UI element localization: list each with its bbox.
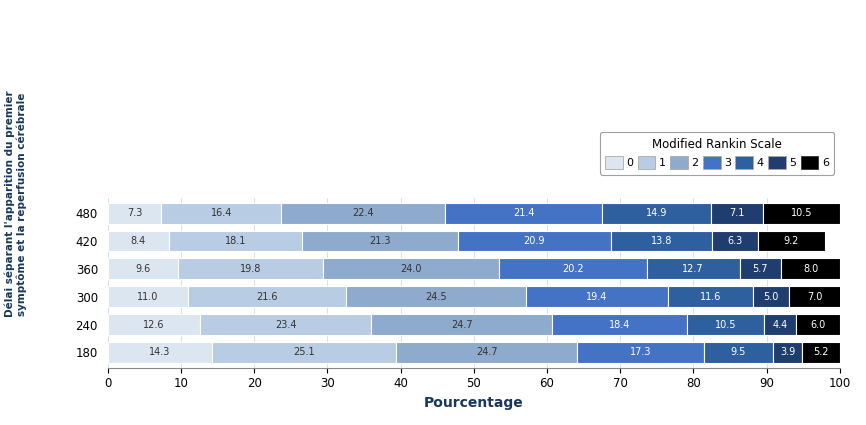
Bar — [107, 314, 200, 335]
Bar — [758, 231, 825, 252]
Bar — [712, 231, 758, 252]
Bar — [107, 203, 161, 224]
Text: 6.0: 6.0 — [811, 320, 825, 329]
Bar — [445, 203, 602, 224]
Bar — [796, 314, 840, 335]
Text: 13.8: 13.8 — [650, 236, 672, 246]
Bar — [107, 342, 212, 363]
Bar — [763, 203, 840, 224]
Text: 11.0: 11.0 — [138, 292, 158, 302]
Bar — [611, 231, 712, 252]
Text: 20.2: 20.2 — [562, 264, 584, 274]
Bar — [781, 258, 840, 279]
Text: 19.4: 19.4 — [586, 292, 607, 302]
Text: 7.1: 7.1 — [729, 208, 745, 218]
Bar — [169, 231, 301, 252]
Bar — [281, 203, 445, 224]
Bar — [764, 314, 796, 335]
Text: 8.0: 8.0 — [803, 264, 818, 274]
Text: 19.8: 19.8 — [240, 264, 262, 274]
Bar — [107, 231, 169, 252]
Bar — [704, 342, 773, 363]
Bar — [107, 286, 188, 307]
Bar — [602, 203, 711, 224]
Text: 14.9: 14.9 — [646, 208, 667, 218]
Text: 10.5: 10.5 — [714, 320, 736, 329]
Bar — [553, 314, 687, 335]
Bar — [577, 342, 704, 363]
Bar — [687, 314, 764, 335]
Bar — [802, 342, 840, 363]
Text: 24.7: 24.7 — [451, 320, 473, 329]
Bar — [107, 258, 178, 279]
Text: 5.7: 5.7 — [753, 264, 768, 274]
Text: 17.3: 17.3 — [630, 347, 651, 357]
Text: 9.6: 9.6 — [135, 264, 151, 274]
Text: 3.9: 3.9 — [780, 347, 795, 357]
Text: 12.7: 12.7 — [682, 264, 704, 274]
Text: 5.0: 5.0 — [763, 292, 779, 302]
Text: 7.0: 7.0 — [807, 292, 823, 302]
Bar — [372, 314, 553, 335]
Text: 21.3: 21.3 — [369, 236, 391, 246]
Text: 14.3: 14.3 — [149, 347, 171, 357]
Bar — [526, 286, 668, 307]
Bar — [200, 314, 372, 335]
Text: 12.6: 12.6 — [143, 320, 165, 329]
Text: 24.5: 24.5 — [425, 292, 447, 302]
Bar — [499, 258, 647, 279]
Bar — [740, 258, 781, 279]
Bar — [396, 342, 577, 363]
Text: 6.3: 6.3 — [727, 236, 742, 246]
Text: 16.4: 16.4 — [210, 208, 232, 218]
Bar — [178, 258, 323, 279]
Text: 24.0: 24.0 — [400, 264, 422, 274]
Text: 21.6: 21.6 — [256, 292, 278, 302]
Bar — [753, 286, 789, 307]
X-axis label: Pourcentage: Pourcentage — [424, 396, 524, 410]
Bar — [458, 231, 611, 252]
Bar — [647, 258, 740, 279]
Text: 9.2: 9.2 — [784, 236, 799, 246]
Text: 11.6: 11.6 — [700, 292, 721, 302]
Bar — [301, 231, 458, 252]
Text: 20.9: 20.9 — [523, 236, 545, 246]
Text: 18.4: 18.4 — [609, 320, 630, 329]
Text: 4.4: 4.4 — [772, 320, 787, 329]
Text: 21.4: 21.4 — [513, 208, 534, 218]
Text: 10.5: 10.5 — [791, 208, 812, 218]
Text: 8.4: 8.4 — [131, 236, 146, 246]
Bar — [161, 203, 281, 224]
Text: 23.4: 23.4 — [275, 320, 296, 329]
Bar — [789, 286, 841, 307]
Text: 25.1: 25.1 — [294, 347, 315, 357]
Bar — [346, 286, 526, 307]
Legend: 0, 1, 2, 3, 4, 5, 6: 0, 1, 2, 3, 4, 5, 6 — [599, 132, 834, 175]
Bar — [212, 342, 396, 363]
Text: 18.1: 18.1 — [225, 236, 246, 246]
Text: 9.5: 9.5 — [731, 347, 746, 357]
Text: 5.2: 5.2 — [813, 347, 829, 357]
Text: 22.4: 22.4 — [352, 208, 374, 218]
Text: 24.7: 24.7 — [475, 347, 497, 357]
Bar — [711, 203, 763, 224]
Bar — [188, 286, 346, 307]
Bar — [323, 258, 499, 279]
Text: 7.3: 7.3 — [126, 208, 142, 218]
Bar — [668, 286, 753, 307]
Text: Délai séparant l'apparition du premier
symptôme et la reperfusion cérébrale: Délai séparant l'apparition du premier s… — [4, 91, 27, 317]
Bar — [773, 342, 802, 363]
